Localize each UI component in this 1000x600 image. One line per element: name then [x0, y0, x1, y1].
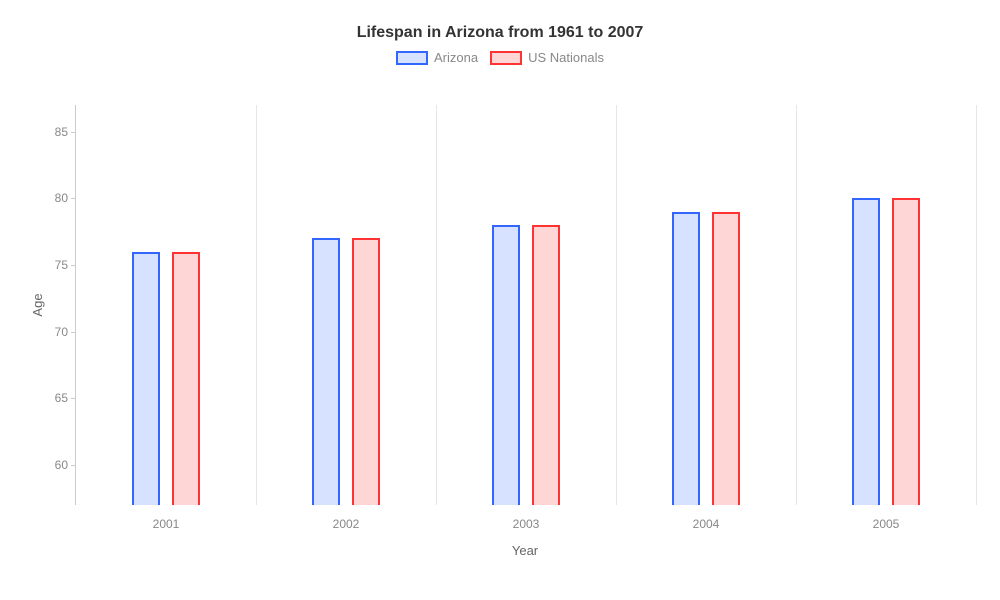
bar: [532, 225, 560, 505]
legend-swatch: [396, 51, 428, 65]
bar: [132, 252, 160, 505]
gridline-vertical: [976, 105, 977, 505]
y-tick-mark: [71, 465, 76, 466]
legend-label: Arizona: [434, 50, 478, 65]
y-tick-label: 85: [55, 125, 68, 139]
y-tick-label: 65: [55, 391, 68, 405]
chart-title: Lifespan in Arizona from 1961 to 2007: [0, 0, 1000, 50]
bar: [892, 198, 920, 505]
plot-wrap: 60657075808520012002200320042005: [75, 105, 975, 505]
x-tick-label: 2003: [513, 517, 540, 531]
y-tick-label: 70: [55, 325, 68, 339]
legend-item: Arizona: [396, 50, 478, 65]
legend-swatch: [490, 51, 522, 65]
gridline-vertical: [256, 105, 257, 505]
x-tick-label: 2005: [873, 517, 900, 531]
y-tick-label: 80: [55, 191, 68, 205]
bar: [852, 198, 880, 505]
bar: [672, 212, 700, 505]
y-axis-label: Age: [30, 293, 45, 316]
legend: Arizona US Nationals: [0, 50, 1000, 77]
gridline-vertical: [436, 105, 437, 505]
x-axis-label: Year: [512, 543, 538, 558]
x-tick-label: 2002: [333, 517, 360, 531]
x-tick-label: 2001: [153, 517, 180, 531]
y-tick-label: 60: [55, 458, 68, 472]
y-tick-mark: [71, 398, 76, 399]
legend-item: US Nationals: [490, 50, 604, 65]
bar: [172, 252, 200, 505]
bar: [492, 225, 520, 505]
y-tick-label: 75: [55, 258, 68, 272]
y-tick-mark: [71, 132, 76, 133]
bar: [352, 238, 380, 505]
legend-label: US Nationals: [528, 50, 604, 65]
y-tick-mark: [71, 332, 76, 333]
gridline-vertical: [796, 105, 797, 505]
y-tick-mark: [71, 198, 76, 199]
bar: [312, 238, 340, 505]
plot-area: 60657075808520012002200320042005: [75, 105, 975, 505]
y-tick-mark: [71, 265, 76, 266]
gridline-vertical: [616, 105, 617, 505]
bar: [712, 212, 740, 505]
x-tick-label: 2004: [693, 517, 720, 531]
